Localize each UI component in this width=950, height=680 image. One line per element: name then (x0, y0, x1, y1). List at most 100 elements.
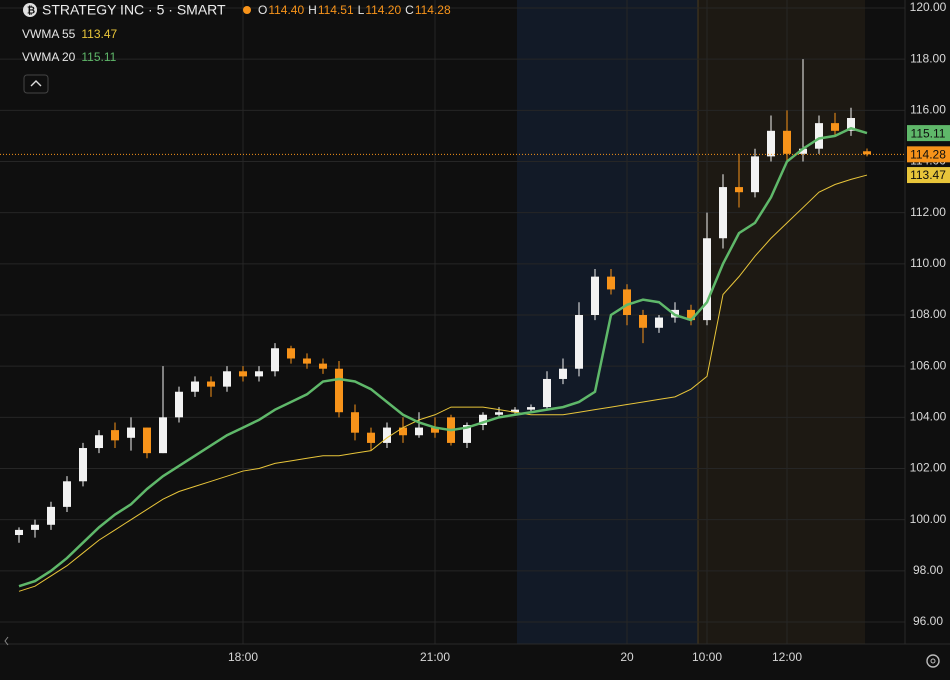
candle-body (31, 524, 39, 530)
candle-body (607, 276, 615, 290)
y-tick-label: 96.00 (913, 614, 943, 628)
candle-body (239, 371, 247, 377)
candle-body (255, 371, 263, 377)
candle-body (95, 435, 103, 449)
candle-body (863, 151, 871, 155)
ohlc-value: 114.28 (415, 3, 451, 17)
settings-icon (930, 658, 936, 664)
candle-body (191, 381, 199, 392)
x-tick-label: 18:00 (228, 650, 258, 664)
ohlc-legend: O 114.40 H 114.51 L 114.20 C 114.28 (258, 3, 451, 17)
y-tick-label: 118.00 (910, 51, 946, 65)
plot (0, 59, 905, 592)
indicator-name: VWMA 20 (22, 50, 76, 64)
price-tag-label: 114.28 (910, 148, 946, 162)
candle-body (591, 276, 599, 315)
candle-body (127, 427, 135, 438)
y-tick-label: 116.00 (910, 103, 946, 117)
price-tag-label: 115.11 (911, 126, 946, 140)
x-tick-label: 21:00 (420, 650, 450, 664)
ohlc-key: L (358, 3, 365, 17)
price-tag (907, 125, 950, 142)
candle-body (639, 315, 647, 328)
indicator-value: 115.11 (81, 50, 116, 64)
candle-body (415, 427, 423, 436)
candle-body (783, 130, 791, 154)
candle-body (831, 123, 839, 131)
candle-body (495, 412, 503, 415)
candle-body (623, 289, 631, 315)
candle-body (351, 412, 359, 433)
y-tick-label: 108.00 (910, 307, 947, 321)
candle-body (223, 371, 231, 387)
indicator-name: VWMA 55 (22, 27, 76, 41)
ohlc-value: 114.51 (318, 3, 354, 17)
candle-body (111, 430, 119, 441)
vwma-line (18, 174, 868, 592)
candle-body (367, 432, 375, 443)
candle-body (15, 529, 23, 536)
candle-body (767, 130, 775, 157)
candle-body (751, 156, 759, 193)
x-tick-label: 20 (620, 650, 634, 664)
candle-body (399, 427, 407, 436)
y-tick-label: 112.00 (910, 205, 946, 219)
price-tag-label: 113.47 (910, 168, 946, 182)
candle-body (383, 427, 391, 443)
candle-body (559, 368, 567, 379)
ohlc-value: 114.40 (268, 3, 304, 17)
collapse-icon (30, 80, 42, 87)
price-tag (907, 167, 950, 184)
candle-body (847, 118, 855, 131)
session-icon (243, 6, 251, 14)
candle-body (143, 427, 151, 454)
candle-body (703, 238, 711, 321)
candle-body (511, 409, 519, 413)
candle-body (431, 427, 439, 433)
candle-body (159, 417, 167, 454)
collapse-button[interactable] (23, 74, 49, 94)
candle-body (687, 309, 695, 321)
vwma-line (18, 126, 868, 588)
candle-body (463, 425, 471, 443)
session-shading (698, 0, 865, 644)
ohlc-value: 114.20 (365, 3, 401, 17)
y-tick-label: 120.00 (910, 0, 947, 14)
axes: 96.00 98.00 100.00 102.00 104.00 106.00 108.00… (228, 0, 950, 664)
ohlc-key: C (405, 3, 414, 17)
candle-body (175, 391, 183, 418)
candle-body (527, 407, 535, 410)
premarket-shading (517, 0, 698, 644)
price-tag (907, 146, 950, 163)
x-tick-label: 12:00 (772, 650, 802, 664)
chart-title: STRATEGY INC · 5 · SMART (42, 2, 226, 18)
symbol-logo (23, 3, 37, 17)
candle-body (735, 187, 743, 193)
candle-body (47, 506, 55, 525)
candle-body (655, 317, 663, 328)
candle-body (335, 368, 343, 413)
candle-body (575, 315, 583, 369)
indicator-value: 113.47 (81, 27, 117, 41)
candle-body (319, 363, 327, 369)
candle-body (271, 348, 279, 372)
candle-body (479, 414, 487, 426)
candle-body (799, 148, 807, 154)
candle-body (815, 123, 823, 149)
candle-body (543, 378, 551, 408)
scroll-left[interactable] (4, 636, 9, 646)
y-tick-label: 106.00 (910, 358, 947, 372)
candle-body (63, 481, 71, 507)
y-tick-label: 102.00 (910, 461, 947, 475)
y-tick-label: 110.00 (910, 256, 946, 270)
candle-body (207, 381, 215, 387)
candle-body (79, 448, 87, 482)
y-tick-label: 100.00 (910, 512, 947, 526)
indicator-legend: VWMA 55 113.47 VWMA 20 115.11 (22, 27, 117, 64)
ohlc-key: H (308, 3, 317, 17)
settings-button[interactable] (926, 654, 940, 668)
y-tick-label: 98.00 (913, 563, 943, 577)
x-tick-label: 10:00 (692, 650, 722, 664)
candle-body (287, 348, 295, 359)
